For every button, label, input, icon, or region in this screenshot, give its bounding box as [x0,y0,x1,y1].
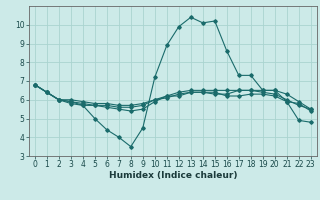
X-axis label: Humidex (Indice chaleur): Humidex (Indice chaleur) [108,171,237,180]
